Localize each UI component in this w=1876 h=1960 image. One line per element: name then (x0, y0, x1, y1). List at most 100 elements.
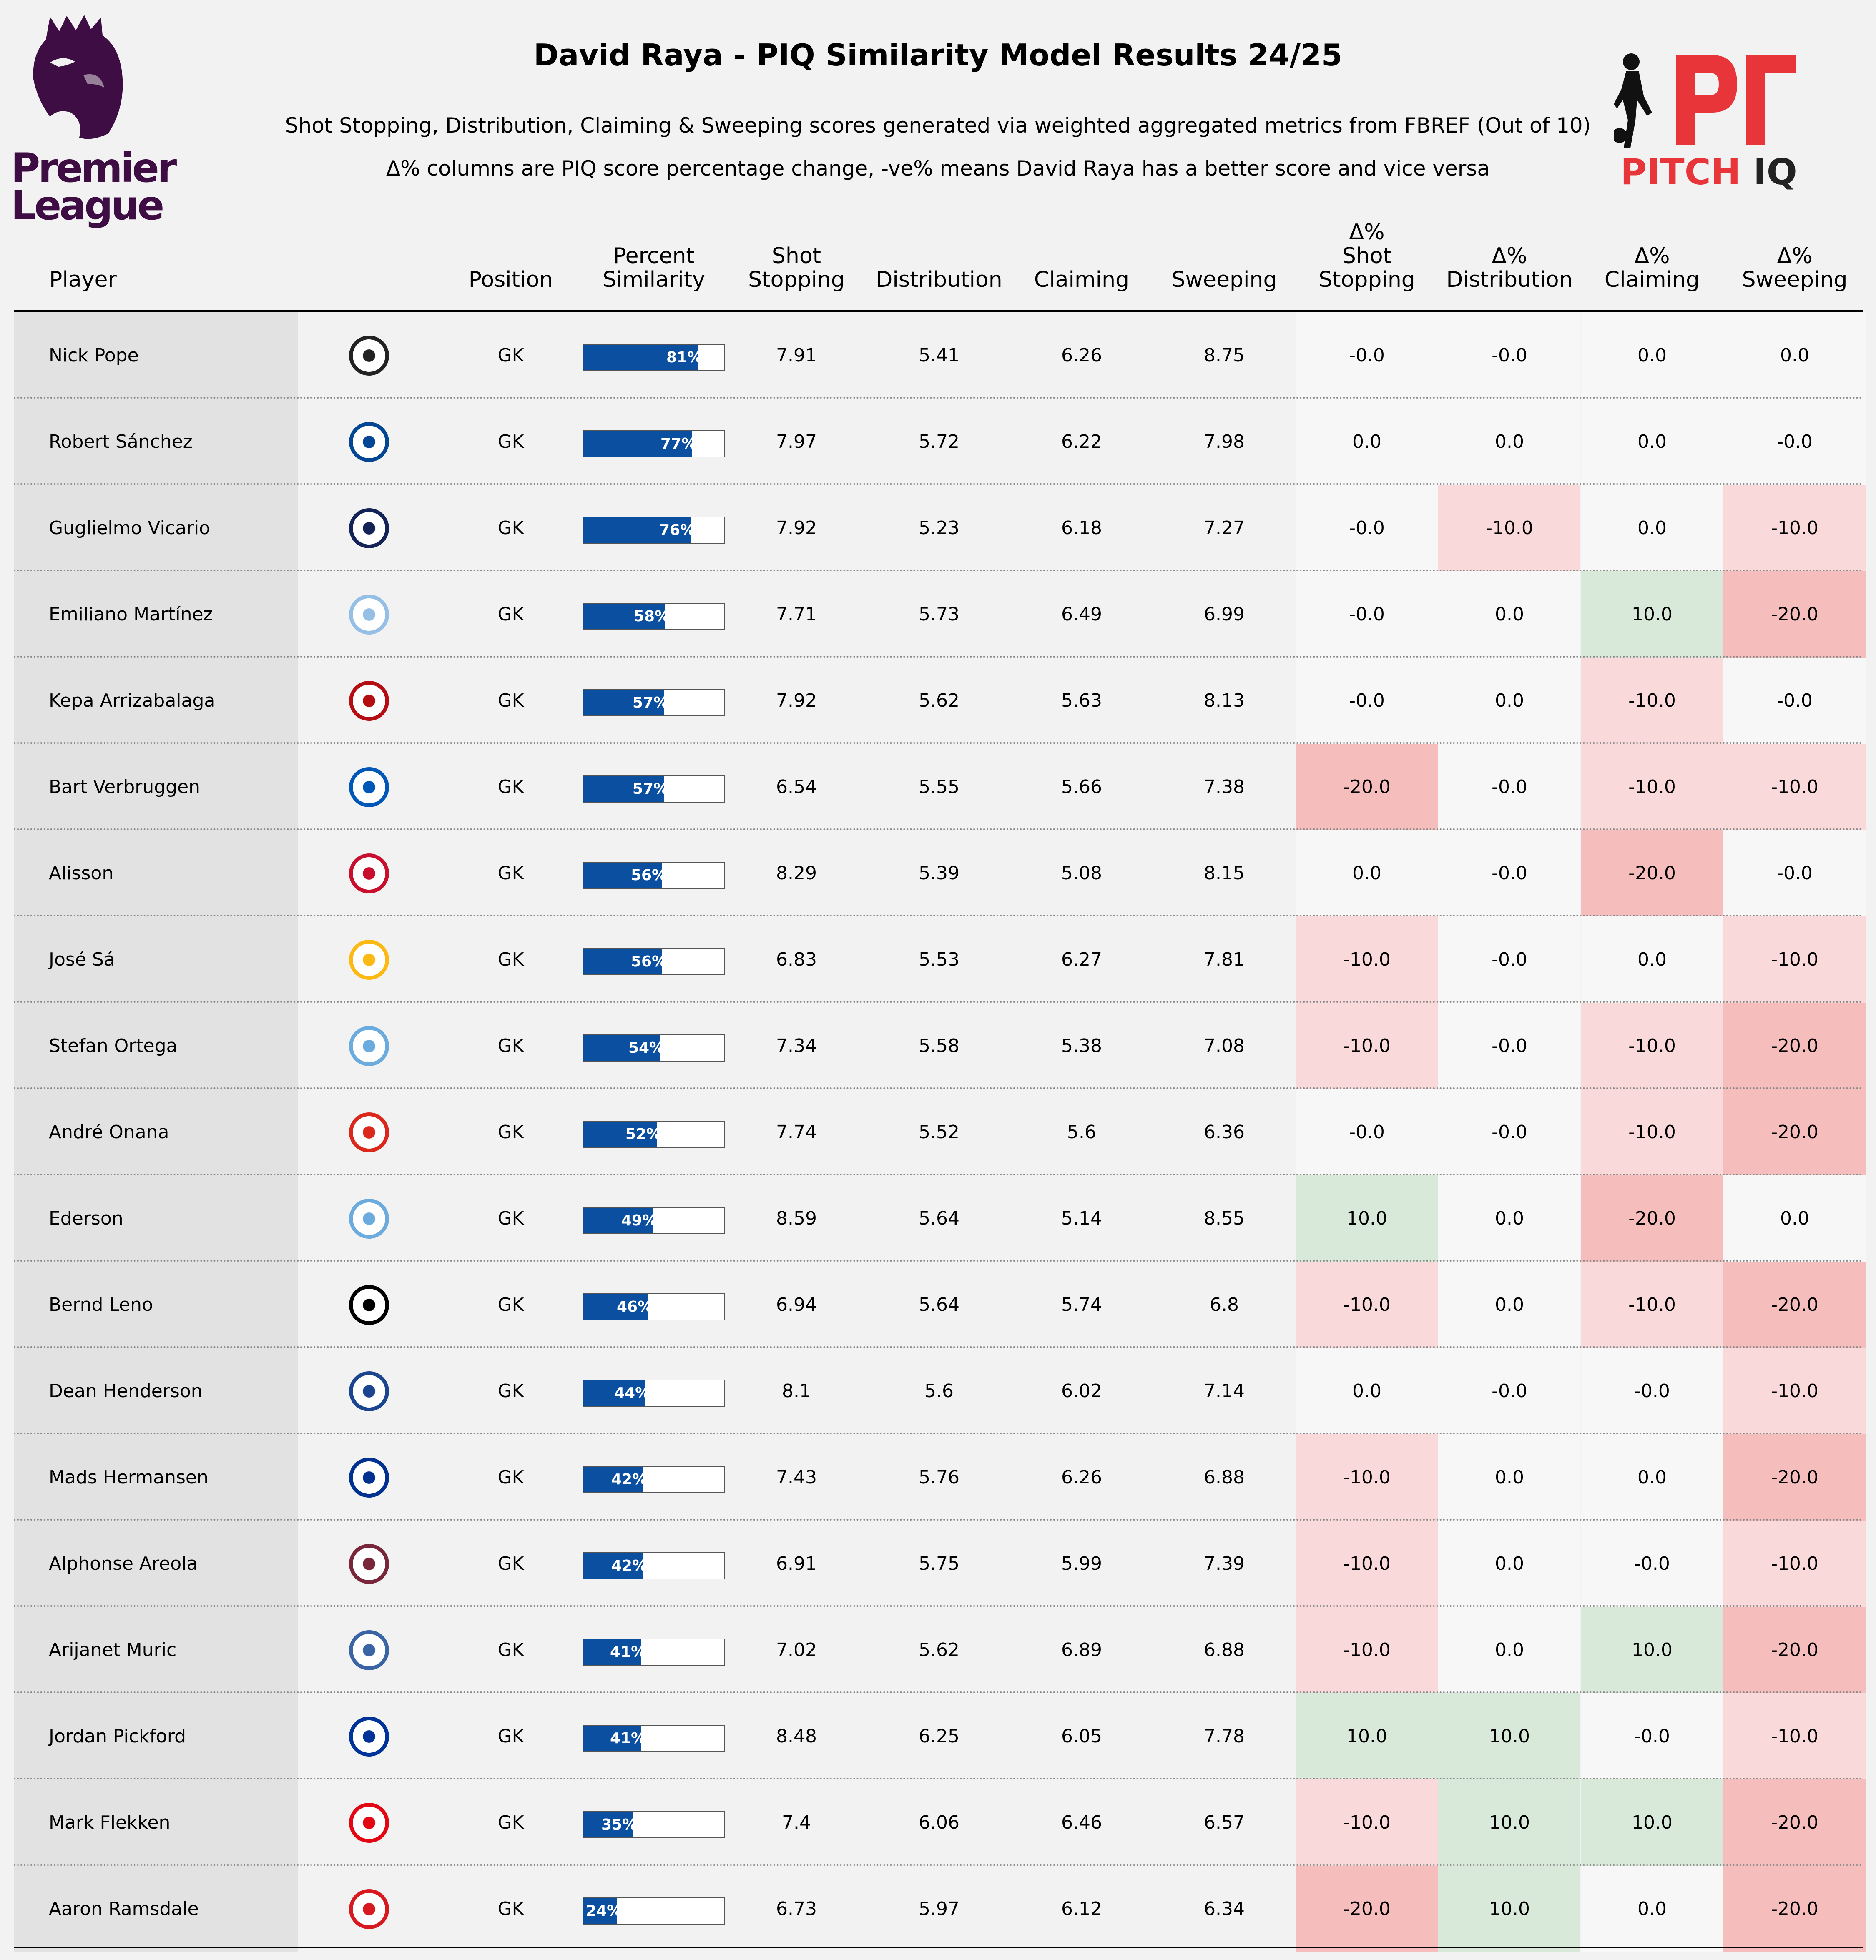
shot-stopping-value: 6.54 (776, 776, 817, 798)
player-name: Guglielmo Vicario (49, 517, 211, 539)
chelsea-crest-icon (349, 422, 389, 462)
distribution-value: 5.41 (919, 345, 959, 366)
club-crest (298, 744, 440, 830)
tottenham-crest-icon (349, 508, 389, 548)
table-row: Ederson GK 49% 8.59 5.64 5.14 8.55 10.0 … (0, 1175, 1876, 1262)
club-crest (298, 1779, 440, 1866)
similarity-label: 35% (601, 1816, 638, 1833)
delta-claiming-value: -0.0 (1634, 1380, 1670, 1402)
table-row: Nick Pope GK 81% 7.91 5.41 6.26 8.75 -0.… (0, 312, 1876, 399)
similarity-bar: 81% (583, 344, 725, 371)
similarity-label: 52% (625, 1126, 662, 1143)
delta-distribution-background (1438, 916, 1580, 1003)
delta-shot-stopping-background (1296, 1434, 1438, 1521)
column-header-sweeping: Sweeping (1171, 267, 1277, 292)
brentford-crest-icon (349, 1802, 389, 1843)
delta-sweeping-value: -20.0 (1771, 1467, 1818, 1488)
player-cell-background (14, 485, 298, 571)
player-cell-background (14, 744, 298, 830)
shot-stopping-value: 7.92 (776, 690, 817, 711)
delta-shot-stopping-value: 0.0 (1352, 1380, 1381, 1402)
sweeping-value: 8.75 (1204, 345, 1245, 366)
delta-sweeping-background (1723, 312, 1866, 399)
claiming-value: 5.14 (1061, 1208, 1102, 1229)
delta-shot-stopping-background (1296, 744, 1438, 830)
similarity-bar-fill (583, 517, 691, 543)
delta-shot-stopping-background (1296, 571, 1438, 658)
similarity-label: 49% (621, 1212, 658, 1229)
similarity-bar: 41% (583, 1725, 725, 1752)
delta-shot-stopping-background (1296, 1779, 1438, 1866)
newcastle-crest-icon (349, 335, 389, 376)
position-value: GK (497, 1467, 524, 1488)
similarity-bar-fill (583, 345, 698, 370)
delta-distribution-value: 10.0 (1489, 1898, 1530, 1920)
delta-claiming-background (1581, 916, 1723, 1003)
row-divider (14, 915, 1863, 916)
similarity-bar: 57% (583, 689, 725, 716)
delta-shot-stopping-value: -10.0 (1343, 1553, 1391, 1574)
delta-sweeping-value: -20.0 (1771, 1898, 1818, 1920)
player-cell-background (14, 916, 298, 1003)
delta-shot-stopping-value: -10.0 (1343, 1467, 1391, 1488)
distribution-value: 5.97 (919, 1898, 959, 1920)
delta-sweeping-background (1723, 1434, 1866, 1521)
delta-sweeping-background (1723, 1262, 1866, 1348)
similarity-bar-fill (583, 1467, 643, 1492)
delta-claiming-value: -10.0 (1628, 1035, 1676, 1057)
premier-league-logo-line-2: League (11, 182, 164, 229)
similarity-bar-fill (583, 1122, 657, 1147)
delta-distribution-value: 0.0 (1495, 1467, 1524, 1488)
distribution-value: 5.73 (919, 604, 959, 625)
position-value: GK (497, 1639, 524, 1661)
delta-shot-stopping-background (1296, 1175, 1438, 1262)
row-divider (14, 1605, 1863, 1607)
club-crest (298, 916, 440, 1003)
similarity-label: 58% (634, 608, 670, 625)
similarity-label: 81% (666, 349, 703, 366)
southampton-crest-icon (349, 1889, 389, 1929)
delta-distribution-value: -10.0 (1486, 517, 1533, 539)
shot-stopping-value: 8.29 (776, 863, 817, 884)
delta-sweeping-background (1723, 1693, 1866, 1779)
column-header-delta-distribution: Δ% Distribution (1446, 243, 1573, 292)
player-name: José Sá (49, 949, 115, 970)
sweeping-value: 6.57 (1204, 1812, 1245, 1833)
row-divider (14, 397, 1863, 399)
delta-sweeping-value: -10.0 (1771, 776, 1818, 798)
club-crest (298, 1089, 440, 1175)
sweeping-value: 7.08 (1204, 1035, 1245, 1057)
delta-distribution-background (1438, 1175, 1580, 1262)
delta-sweeping-value: -10.0 (1771, 1553, 1818, 1574)
distribution-value: 5.53 (919, 949, 959, 970)
similarity-bar-fill (583, 1035, 660, 1061)
similarity-bar-fill (583, 1294, 648, 1320)
similarity-label: 41% (610, 1730, 646, 1747)
player-cell-background (14, 399, 298, 485)
delta-claiming-value: 0.0 (1637, 345, 1667, 366)
position-value: GK (497, 776, 524, 798)
row-divider (14, 1519, 1863, 1521)
delta-claiming-background (1581, 1607, 1723, 1693)
similarity-bar: 42% (583, 1466, 725, 1493)
delta-distribution-background (1438, 1003, 1580, 1089)
delta-sweeping-background (1723, 399, 1866, 485)
delta-claiming-value: -0.0 (1634, 1553, 1670, 1574)
subtitle-line-2: Δ% columns are PIQ score percentage chan… (386, 156, 1490, 181)
row-divider (14, 483, 1863, 485)
player-cell-background (14, 1779, 298, 1866)
man-city-crest-icon (349, 1026, 389, 1066)
man-united-crest-icon (349, 1112, 389, 1152)
position-value: GK (497, 949, 524, 970)
similarity-bar: 44% (583, 1380, 725, 1407)
player-name: Bernd Leno (49, 1294, 153, 1315)
claiming-value: 5.63 (1061, 690, 1102, 711)
sweeping-value: 6.8 (1210, 1294, 1239, 1315)
table-row: Aaron Ramsdale GK 24% 6.73 5.97 6.12 6.3… (0, 1866, 1876, 1952)
player-name: Dean Henderson (49, 1380, 203, 1402)
row-divider (14, 1001, 1863, 1003)
delta-shot-stopping-value: -10.0 (1343, 949, 1391, 970)
table-row: Robert Sánchez GK 77% 7.97 5.72 6.22 7.9… (0, 399, 1876, 485)
delta-sweeping-value: -20.0 (1771, 1122, 1818, 1143)
similarity-label: 44% (614, 1385, 650, 1402)
